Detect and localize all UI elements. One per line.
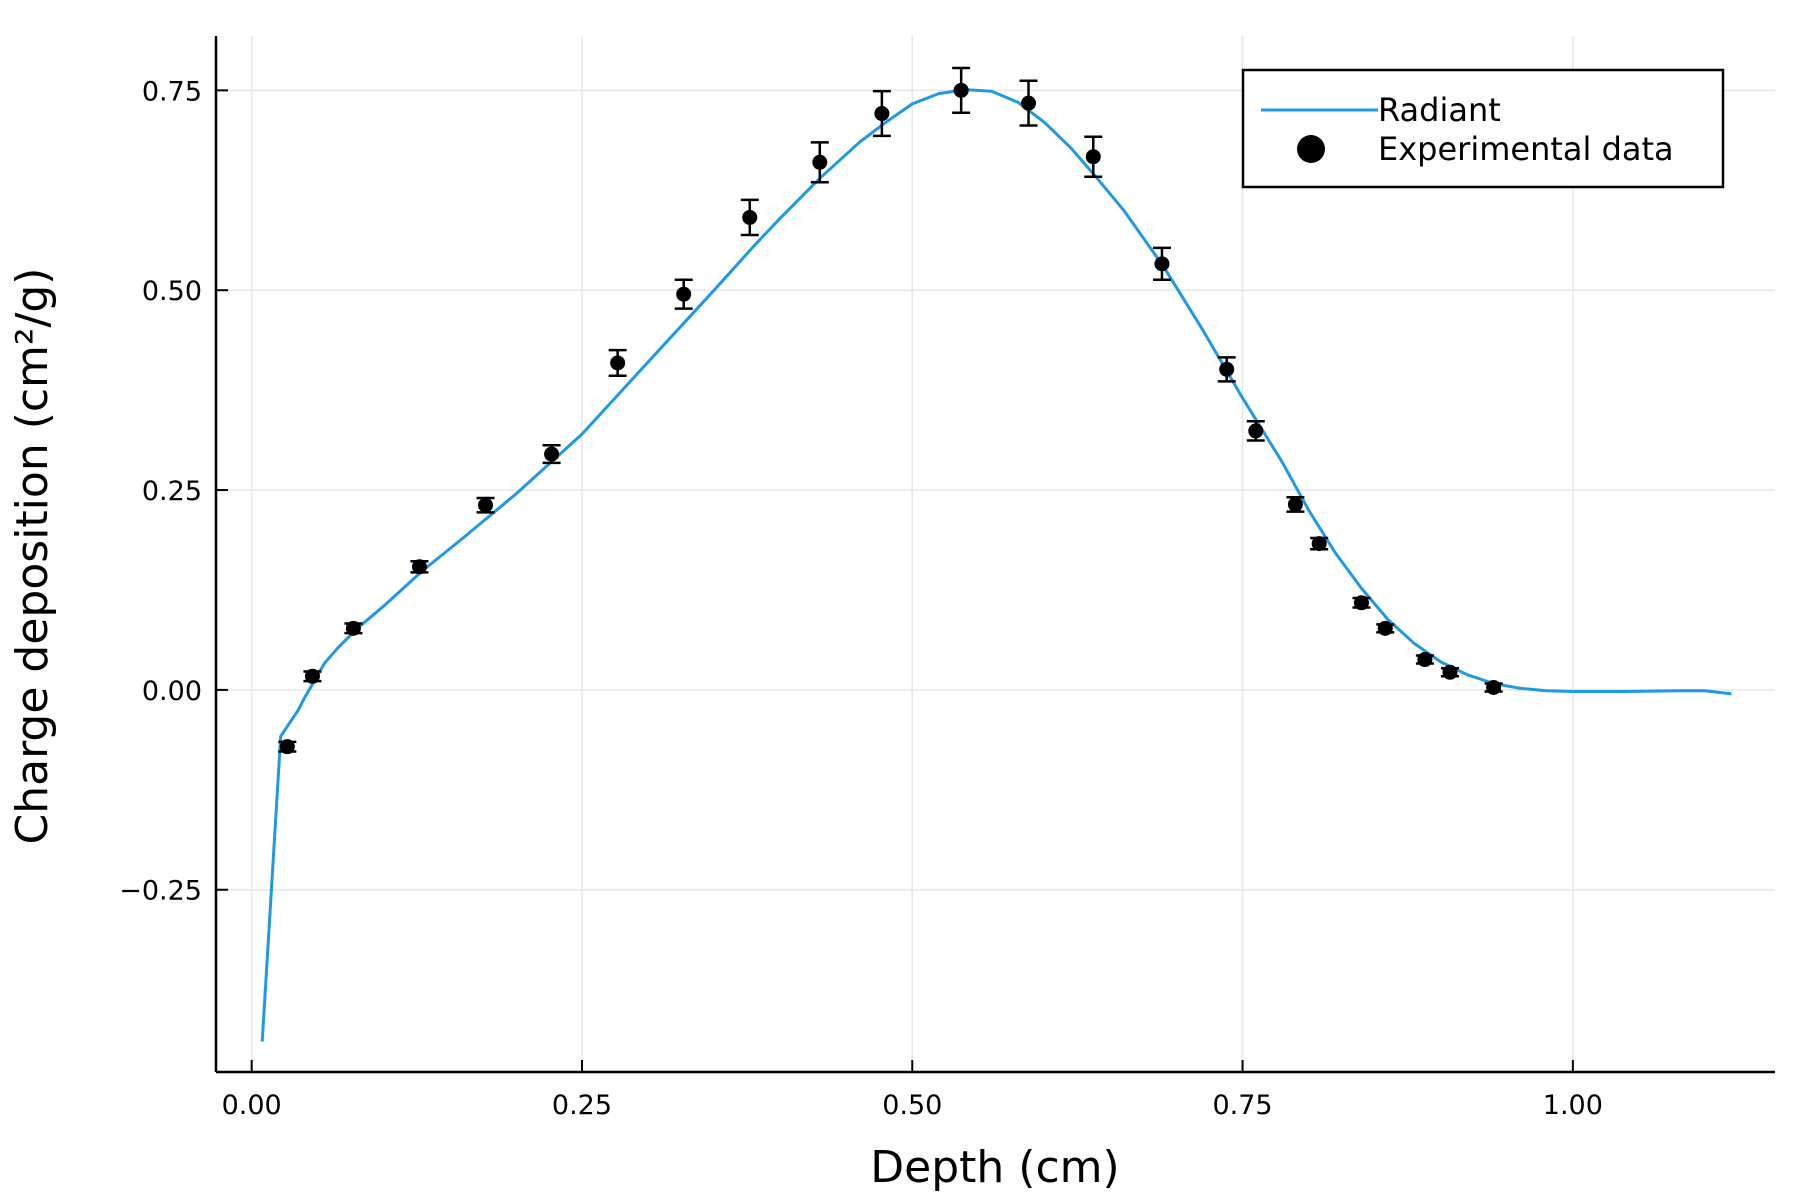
legend-box — [1241, 68, 1725, 189]
data-point — [1442, 664, 1458, 680]
data-point-group — [1440, 664, 1459, 680]
data-point-group — [1152, 246, 1171, 282]
y-tick-label: 0.00 — [142, 676, 202, 707]
data-point — [812, 154, 828, 170]
data-point — [1287, 496, 1303, 512]
data-point-group — [1310, 536, 1329, 552]
data-point-group — [1217, 356, 1236, 383]
legend-label: Radiant — [1378, 91, 1501, 129]
data-point-group — [1246, 420, 1265, 442]
x-tick-label: 0.25 — [552, 1090, 612, 1121]
data-point — [1021, 95, 1037, 111]
data-point-group — [344, 620, 363, 636]
data-point — [304, 668, 320, 684]
data-point — [1353, 595, 1369, 611]
x-axis-title: Depth (cm) — [870, 1142, 1119, 1193]
data-point-group — [810, 141, 829, 184]
x-tick-label: 0.75 — [1212, 1090, 1272, 1121]
data-point-group — [952, 66, 971, 114]
axes — [214, 36, 1775, 1074]
data-point — [478, 497, 494, 513]
data-point — [742, 209, 758, 225]
data-point-group — [1084, 135, 1103, 178]
data-point-group — [1484, 679, 1503, 695]
data-point — [953, 82, 969, 98]
data-point-group — [410, 559, 429, 575]
data-point-group — [674, 278, 693, 310]
data-point-group — [608, 348, 627, 377]
data-point-group — [303, 668, 322, 684]
data-point-group — [542, 444, 561, 465]
x-tick-label: 1.00 — [1543, 1090, 1603, 1121]
legend-label: Experimental data — [1378, 130, 1674, 168]
data-point — [1486, 679, 1502, 695]
data-point — [1417, 652, 1433, 668]
data-point-group — [1415, 652, 1434, 668]
data-point-group — [278, 739, 297, 755]
y-tick-label: 0.50 — [142, 276, 202, 307]
legend-dot-swatch — [1297, 135, 1325, 163]
data-point — [1248, 423, 1264, 439]
y-tick-label: 0.25 — [142, 476, 202, 507]
data-point — [676, 286, 692, 302]
data-point — [1154, 256, 1170, 272]
data-point — [610, 355, 626, 371]
data-point-group — [872, 89, 891, 138]
data-point-group — [1286, 495, 1305, 513]
data-point-group — [740, 198, 759, 237]
x-tick-label: 0.50 — [882, 1090, 942, 1121]
data-point — [1311, 536, 1327, 552]
data-point-group — [476, 496, 495, 514]
plot-area — [260, 66, 1732, 1042]
data-point — [874, 106, 890, 122]
data-point — [1219, 361, 1235, 377]
data-point-group — [1352, 595, 1371, 611]
y-tick-label: 0.75 — [142, 76, 202, 107]
data-point-group — [1019, 79, 1038, 127]
y-tick-label: −0.25 — [119, 876, 202, 907]
data-point — [1085, 149, 1101, 165]
data-point — [279, 739, 295, 755]
data-point-group — [1376, 620, 1395, 636]
y-axis-title: Charge deposition (cm²/g) — [7, 268, 58, 845]
tick-labels: 0.00 0.25 0.50 0.75 1.00 −0.25 0.00 0.25 0.50 0.7… — [119, 76, 1603, 1121]
x-tick-label: 0.00 — [222, 1090, 282, 1121]
data-point — [544, 446, 560, 462]
data-point — [345, 620, 361, 636]
data-point — [1377, 620, 1393, 636]
data-point — [411, 559, 427, 575]
